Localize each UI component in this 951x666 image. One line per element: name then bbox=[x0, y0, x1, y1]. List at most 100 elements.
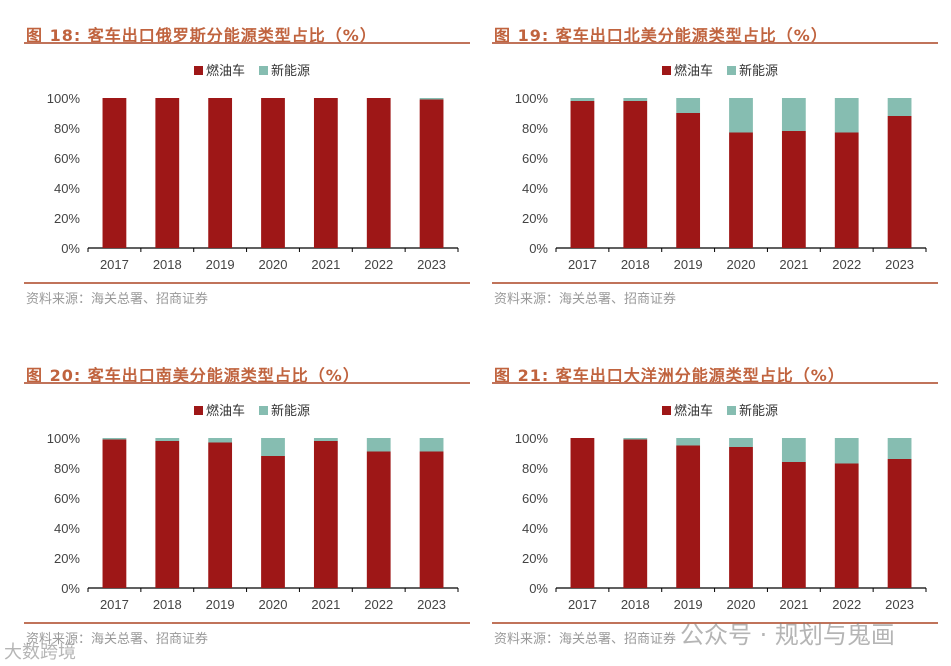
y-tick-label: 40% bbox=[54, 521, 80, 536]
legend: 燃油车 新能源 bbox=[194, 60, 310, 79]
x-tick-label: 2017 bbox=[100, 257, 129, 272]
bar-nev bbox=[676, 438, 701, 446]
chart-title: 图 19: 客车出口北美分能源类型占比（%） bbox=[494, 26, 828, 45]
legend-swatch bbox=[259, 406, 269, 415]
x-tick-label: 2021 bbox=[311, 257, 340, 272]
bar-fuel bbox=[366, 451, 391, 588]
y-tick-label: 80% bbox=[522, 461, 548, 476]
x-tick-label: 2022 bbox=[364, 257, 393, 272]
legend-label: 新能源 bbox=[739, 64, 779, 79]
source-rule bbox=[24, 282, 470, 284]
bar-nev bbox=[313, 438, 338, 441]
source-note: 资料来源：海关总署、招商证券 bbox=[26, 292, 209, 307]
x-tick-label: 2018 bbox=[153, 597, 182, 612]
bar-fuel bbox=[729, 447, 753, 588]
legend: 燃油车 新能源 bbox=[662, 400, 778, 419]
chart-panel-russia: 图 18: 客车出口俄罗斯分能源类型占比（%） 燃油车 新能源 资料来源：海关总… bbox=[24, 2, 479, 307]
legend-item-fuel: 燃油车 bbox=[194, 60, 245, 79]
chart-plot: 0% 20% 40% 60% 80% 100% 2017 2018 2019 2020 2021 20… bbox=[47, 431, 459, 612]
legend-item-fuel: 燃油车 bbox=[194, 400, 245, 419]
y-tick-label: 0% bbox=[529, 581, 548, 596]
x-tick-label: 2018 bbox=[621, 597, 650, 612]
source-note: 资料来源：海关总署、招商证券 bbox=[494, 292, 677, 307]
bar-fuel bbox=[261, 456, 285, 588]
legend: 燃油车 新能源 bbox=[194, 400, 310, 419]
x-tick-label: 2021 bbox=[779, 257, 808, 272]
y-tick-label: 100% bbox=[47, 91, 81, 106]
bar-nev bbox=[261, 438, 285, 456]
bar-fuel bbox=[781, 131, 806, 248]
bar-nev bbox=[676, 98, 701, 113]
legend-swatch bbox=[194, 406, 203, 415]
bar-nev bbox=[781, 438, 806, 462]
y-tick-label: 20% bbox=[522, 211, 548, 226]
bar-fuel bbox=[419, 451, 444, 588]
y-tick-label: 60% bbox=[54, 491, 80, 506]
x-tick-label: 2019 bbox=[206, 257, 235, 272]
y-tick-label: 0% bbox=[61, 581, 80, 596]
source-rule bbox=[492, 622, 938, 624]
x-tick-label: 2019 bbox=[674, 597, 703, 612]
bar-fuel bbox=[623, 439, 648, 588]
bar-nev bbox=[623, 98, 648, 101]
bar-nev bbox=[781, 98, 806, 131]
bar-fuel bbox=[208, 98, 233, 248]
y-tick-label: 20% bbox=[54, 211, 80, 226]
x-tick-label: 2023 bbox=[417, 257, 446, 272]
title-rule bbox=[492, 382, 938, 384]
source-rule bbox=[492, 282, 938, 284]
y-tick-label: 0% bbox=[529, 241, 548, 256]
x-tick-label: 2021 bbox=[779, 597, 808, 612]
y-tick-label: 20% bbox=[54, 551, 80, 566]
bar-nev bbox=[623, 438, 648, 440]
bar-nev bbox=[208, 438, 233, 443]
x-tick-label: 2022 bbox=[832, 257, 861, 272]
title-rule bbox=[24, 382, 470, 384]
legend-item-fuel: 燃油车 bbox=[662, 400, 713, 419]
legend-item-nev: 新能源 bbox=[727, 400, 778, 419]
bar-nev bbox=[419, 98, 444, 100]
y-tick-label: 60% bbox=[54, 151, 80, 166]
y-tick-label: 20% bbox=[522, 551, 548, 566]
x-tick-label: 2020 bbox=[727, 257, 756, 272]
legend-item-nev: 新能源 bbox=[259, 60, 310, 79]
bar-fuel bbox=[623, 101, 648, 248]
bar-nev bbox=[887, 438, 912, 459]
legend-label: 新能源 bbox=[739, 404, 779, 419]
bar-nev bbox=[729, 438, 753, 447]
x-tick-label: 2023 bbox=[417, 597, 446, 612]
y-tick-label: 100% bbox=[515, 431, 549, 446]
y-tick-label: 40% bbox=[522, 181, 548, 196]
bar-fuel bbox=[313, 441, 338, 588]
y-tick-label: 40% bbox=[522, 521, 548, 536]
bar-fuel bbox=[570, 101, 595, 248]
x-tick-label: 2017 bbox=[568, 597, 597, 612]
watermark-corner: 大数跨境 bbox=[4, 642, 76, 663]
legend: 燃油车 新能源 bbox=[662, 60, 778, 79]
source-note: 资料来源：海关总署、招商证券 bbox=[26, 632, 209, 647]
x-tick-label: 2020 bbox=[727, 597, 756, 612]
bar-fuel bbox=[419, 99, 444, 248]
legend-swatch bbox=[727, 66, 737, 75]
bar-fuel bbox=[155, 98, 180, 248]
bar-nev bbox=[570, 98, 595, 101]
y-tick-label: 80% bbox=[522, 121, 548, 136]
bar-nev bbox=[102, 438, 127, 440]
bar-fuel bbox=[102, 98, 127, 248]
y-tick-label: 100% bbox=[47, 431, 81, 446]
watermark-account: 公众号 · 规划与鬼画 bbox=[680, 621, 895, 649]
y-tick-label: 0% bbox=[61, 241, 80, 256]
y-tick-label: 60% bbox=[522, 491, 548, 506]
bar-fuel bbox=[887, 116, 912, 248]
chart-title: 图 20: 客车出口南美分能源类型占比（%） bbox=[26, 366, 360, 385]
legend-label: 燃油车 bbox=[206, 64, 246, 79]
bar-fuel bbox=[102, 439, 127, 588]
bar-nev bbox=[834, 438, 859, 464]
y-tick-label: 80% bbox=[54, 461, 80, 476]
legend-swatch bbox=[727, 406, 737, 415]
x-tick-label: 2022 bbox=[832, 597, 861, 612]
legend-swatch bbox=[662, 406, 671, 415]
chart-panel-north-america: 图 19: 客车出口北美分能源类型占比（%） 燃油车 新能源 资料来源：海关总署… bbox=[492, 2, 947, 307]
x-tick-label: 2019 bbox=[206, 597, 235, 612]
legend-label: 燃油车 bbox=[674, 64, 714, 79]
